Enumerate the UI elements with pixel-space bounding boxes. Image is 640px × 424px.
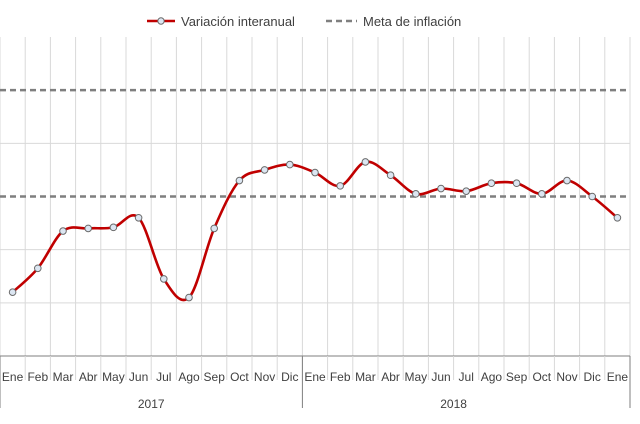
data-point-marker	[386, 171, 395, 180]
month-label: May	[404, 370, 427, 384]
month-label: Ene	[607, 370, 629, 384]
month-label: Nov	[556, 370, 577, 384]
month-label: May	[102, 370, 125, 384]
month-label: Nov	[254, 370, 275, 384]
month-label: Jun	[431, 370, 450, 384]
data-point-marker	[538, 190, 546, 198]
month-label: Dic	[281, 370, 298, 384]
month-label: Jun	[129, 370, 148, 384]
data-point-marker	[160, 275, 168, 283]
month-label: Oct	[532, 370, 551, 384]
data-point-marker	[563, 176, 571, 185]
month-label: Mar	[355, 370, 376, 384]
month-label: Sep	[506, 370, 528, 384]
month-label: Dic	[584, 370, 601, 384]
month-label: Ago	[178, 370, 200, 384]
data-point-marker	[311, 168, 319, 177]
month-label: Ago	[481, 370, 503, 384]
legend-series-label: Variación interanual	[181, 14, 295, 29]
data-point-marker	[361, 158, 370, 166]
year-label: 2018	[440, 397, 467, 411]
month-label: Ene	[304, 370, 326, 384]
data-point-marker	[487, 179, 496, 188]
data-point-marker	[336, 182, 345, 190]
data-point-marker	[613, 213, 622, 222]
data-point-marker	[185, 293, 193, 302]
legend-reference-label: Meta de inflación	[363, 14, 461, 29]
data-point-marker	[512, 179, 521, 188]
data-point-marker	[109, 223, 118, 232]
month-label: Oct	[230, 370, 249, 384]
month-label: Jul	[156, 370, 171, 384]
month-label: Abr	[381, 370, 400, 384]
data-point-marker	[235, 176, 244, 185]
data-point-marker	[260, 166, 269, 174]
month-label: Sep	[204, 370, 226, 384]
data-point-marker	[286, 160, 294, 169]
chart-legend: Variación interanual Meta de inflación	[147, 14, 461, 29]
month-label: Abr	[79, 370, 98, 384]
data-point-marker	[34, 264, 42, 273]
year-label: 2017	[138, 397, 165, 411]
data-point-marker	[437, 184, 445, 193]
data-point-marker	[8, 288, 17, 297]
month-label: Feb	[330, 370, 351, 384]
data-point-marker	[412, 190, 420, 198]
legend-series-marker	[157, 17, 165, 25]
month-label: Jul	[459, 370, 474, 384]
month-label: Mar	[53, 370, 74, 384]
data-point-marker	[59, 227, 67, 235]
month-label: Feb	[27, 370, 48, 384]
data-point-marker	[84, 224, 92, 233]
data-point-marker	[588, 192, 597, 201]
month-label: Ene	[2, 370, 24, 384]
plot-area	[0, 37, 631, 356]
data-point-marker	[462, 187, 471, 195]
data-point-marker	[210, 224, 218, 233]
x-axis: Ene Feb Mar Abr May Jun Jul Ago Sep Oct Nov Dic Ene F…	[0, 355, 631, 411]
data-point-marker	[134, 213, 143, 222]
series-line-variacion-interanual	[11, 160, 619, 302]
